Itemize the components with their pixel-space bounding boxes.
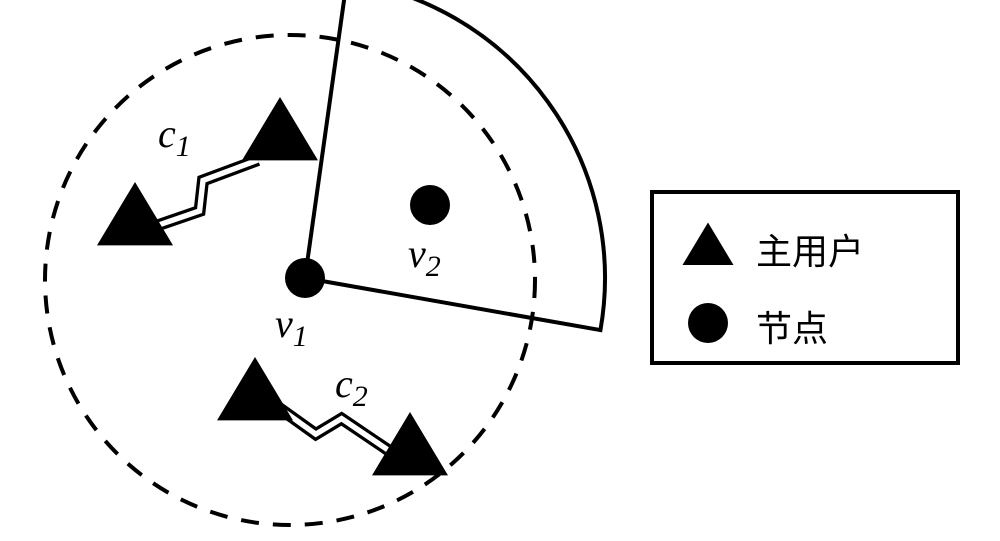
node-t1b <box>242 97 318 160</box>
label-v1: v1 <box>275 300 308 354</box>
circle-icon <box>680 295 736 356</box>
sector-outline <box>305 0 605 330</box>
node-v1 <box>285 258 325 298</box>
legend-label: 主用户 <box>756 223 864 275</box>
node-t1a <box>97 182 173 245</box>
legend-item-triangle: 主用户 <box>680 218 864 279</box>
legend-item-circle: 节点 <box>680 295 828 356</box>
node-v2 <box>410 185 450 225</box>
node-t2a <box>217 357 293 420</box>
legend-label: 节点 <box>756 300 828 352</box>
label-v2: v2 <box>408 230 441 284</box>
label-c2: c2 <box>335 360 368 414</box>
label-c1: c1 <box>158 110 191 164</box>
triangle-icon <box>680 218 736 279</box>
